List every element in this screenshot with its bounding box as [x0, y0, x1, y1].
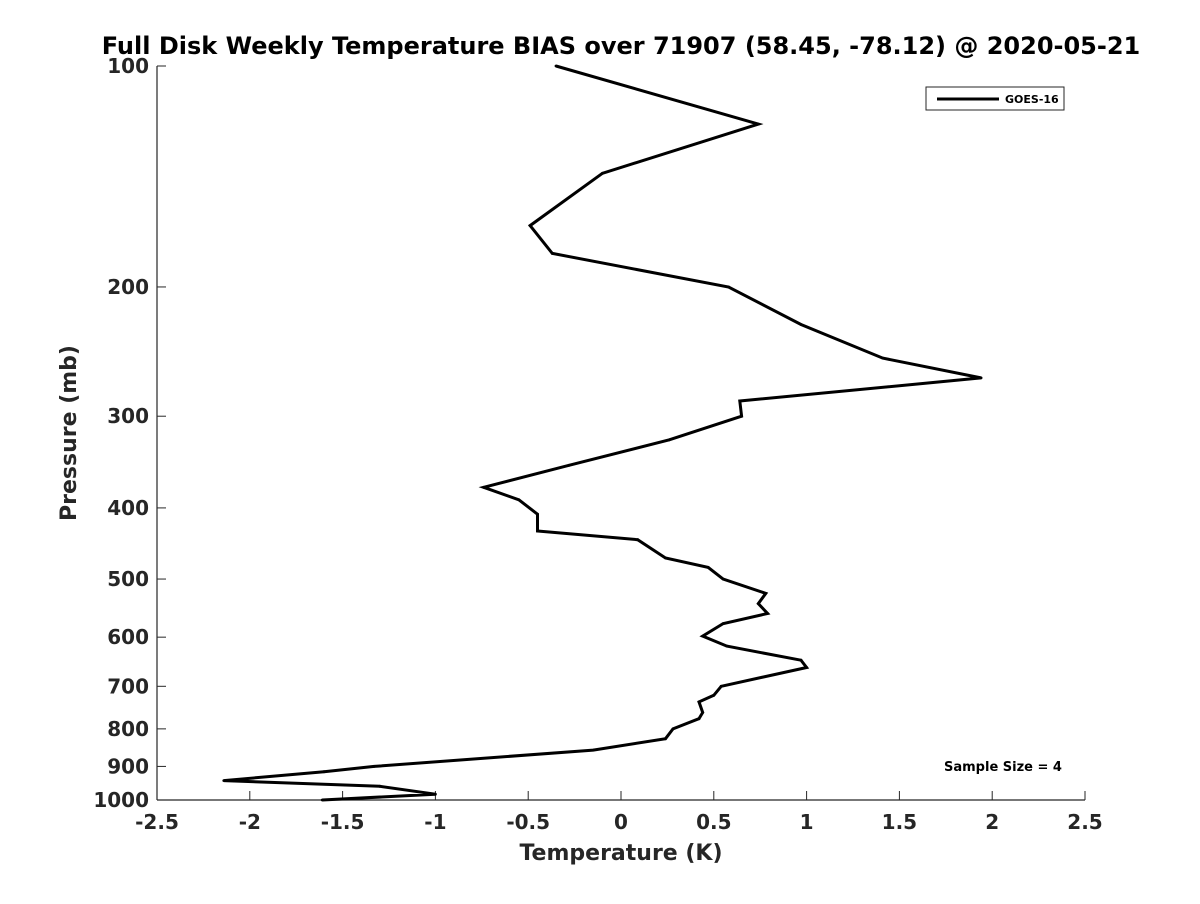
data-point: [636, 538, 640, 542]
data-points: [222, 64, 983, 802]
data-point: [664, 737, 667, 741]
y-axis-title: Pressure (mb): [57, 345, 82, 521]
data-point: [664, 556, 667, 560]
y-tick-label: 500: [107, 567, 149, 591]
data-point: [591, 748, 595, 752]
y-tick-label: 300: [107, 404, 149, 428]
y-tick-label: 1000: [93, 788, 149, 812]
data-point: [799, 658, 803, 662]
data-point: [222, 779, 226, 782]
x-tick-label: 1.5: [882, 810, 917, 834]
data-point: [536, 512, 539, 516]
data-point: [550, 252, 554, 255]
x-tick-label: -2.5: [135, 810, 179, 834]
data-point: [712, 693, 716, 697]
data-point: [667, 438, 671, 442]
data-point: [372, 765, 376, 768]
data-point: [517, 498, 521, 502]
data-point: [799, 323, 803, 326]
x-tick-label: -1.5: [321, 810, 365, 834]
data-point: [738, 399, 742, 403]
data-point: [482, 485, 486, 489]
y-tick-label: 100: [107, 54, 149, 78]
x-tick-label: 0: [614, 810, 628, 834]
data-point: [764, 592, 768, 595]
data-point: [756, 602, 760, 605]
data-point: [756, 122, 760, 126]
y-tick-label: 800: [107, 717, 149, 741]
data-point: [378, 784, 382, 788]
x-axis-ticks: -2.5 -2 -1.5 -1 -0.5 0 0.5 1 1.5 2 2.5: [135, 791, 1103, 834]
data-point: [320, 798, 324, 802]
y-tick-label: 700: [107, 674, 149, 698]
data-point: [671, 727, 675, 731]
data-point: [740, 414, 743, 418]
x-tick-label: -1: [424, 810, 446, 834]
data-point: [697, 717, 701, 721]
data-point: [701, 711, 705, 714]
x-tick-label: 2: [985, 810, 999, 834]
x-tick-label: 0.5: [696, 810, 731, 834]
data-point: [601, 171, 604, 175]
x-tick-label: -2: [239, 810, 261, 834]
data-point: [766, 612, 769, 615]
data-point: [805, 666, 808, 669]
data-point: [721, 622, 725, 625]
data-point: [979, 376, 983, 380]
sample-size-annotation: Sample Size = 4: [944, 760, 1062, 775]
y-tick-label: 600: [107, 625, 149, 649]
data-point: [701, 634, 705, 638]
y-axis-ticks: 100 200 300 400 500 600 700 800 900 1000: [93, 54, 166, 812]
data-point: [322, 770, 326, 774]
x-tick-label: -0.5: [506, 810, 550, 834]
data-point: [536, 529, 539, 533]
data-point: [727, 285, 730, 289]
data-point: [725, 644, 729, 648]
x-tick-label: 2.5: [1067, 810, 1102, 834]
data-point: [554, 64, 558, 68]
data-point: [434, 792, 437, 796]
data-point: [721, 577, 725, 581]
data-point: [719, 684, 723, 688]
legend: GOES-16: [925, 86, 1065, 111]
x-tick-label: 1: [800, 810, 814, 834]
legend-label: GOES-16: [1005, 93, 1059, 106]
data-point: [567, 463, 571, 467]
data-point: [528, 224, 532, 228]
y-tick-label: 200: [107, 275, 149, 299]
y-tick-label: 400: [107, 496, 149, 520]
x-axis-title: Temperature (K): [519, 841, 722, 866]
data-point: [697, 700, 701, 704]
y-tick-label: 900: [107, 754, 149, 778]
data-point: [706, 566, 710, 569]
data-point: [881, 356, 885, 360]
chart-title: Full Disk Weekly Temperature BIAS over 7…: [102, 32, 1141, 60]
